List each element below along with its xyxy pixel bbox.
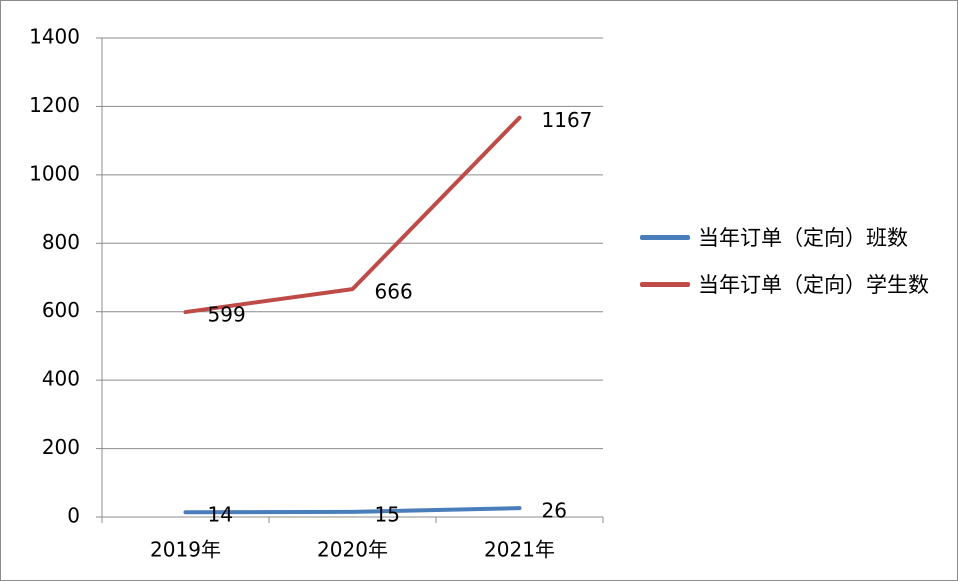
x-tick-label: 2020年 <box>317 538 388 562</box>
x-tick-label: 2019年 <box>150 538 221 562</box>
legend-label: 当年订单（定向）班数 <box>698 226 908 250</box>
y-tick-label: 400 <box>42 367 80 391</box>
y-tick-label: 800 <box>42 230 80 254</box>
y-tick-label: 600 <box>42 298 80 322</box>
y-tick-label: 200 <box>42 435 80 459</box>
legend-swatch <box>640 235 690 240</box>
data-label: 14 <box>208 503 233 527</box>
data-label: 1167 <box>542 108 593 132</box>
series-line <box>183 506 522 515</box>
data-label: 15 <box>375 502 400 526</box>
data-label: 599 <box>208 303 246 327</box>
legend: 当年订单（定向）班数 当年订单（定向）学生数 <box>640 222 950 316</box>
legend-swatch <box>640 282 690 287</box>
legend-entry: 当年订单（定向）班数 <box>640 222 950 255</box>
series-line <box>183 115 522 315</box>
y-tick-label: 1000 <box>29 161 80 185</box>
data-label: 666 <box>375 280 413 304</box>
legend-label: 当年订单（定向）学生数 <box>698 273 929 297</box>
data-label: 26 <box>542 499 567 523</box>
y-tick-label: 1400 <box>29 25 80 49</box>
y-tick-label: 0 <box>67 504 80 528</box>
legend-entry: 当年订单（定向）学生数 <box>640 269 950 302</box>
x-tick-label: 2021年 <box>484 538 555 562</box>
y-tick-label: 1200 <box>29 93 80 117</box>
